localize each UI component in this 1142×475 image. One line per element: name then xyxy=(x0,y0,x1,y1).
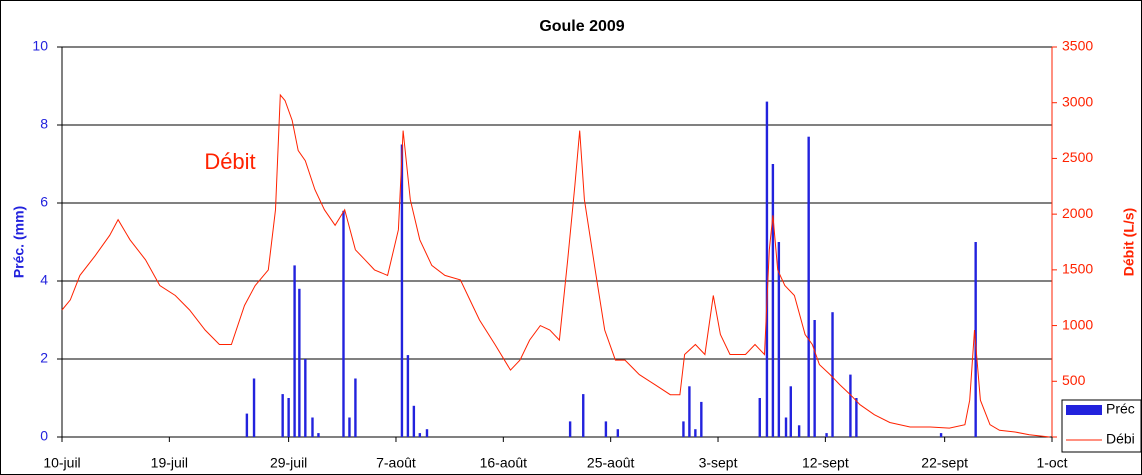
debit-line xyxy=(61,93,1050,438)
bar xyxy=(348,417,351,437)
bar xyxy=(765,101,769,437)
bar xyxy=(281,394,284,437)
x-tick-label: 10-juil xyxy=(43,455,80,471)
bar xyxy=(287,398,290,437)
x-tick-label: 16-août xyxy=(480,455,528,471)
bar xyxy=(293,265,296,437)
chart-title: Goule 2009 xyxy=(539,18,624,35)
bar xyxy=(813,320,816,437)
y-tick-label: 6 xyxy=(40,194,48,210)
x-tick-label: 19-juil xyxy=(151,455,188,471)
y-tick-label: 10 xyxy=(32,38,48,54)
y2-tick-label: 2500 xyxy=(1062,149,1093,165)
bar xyxy=(252,378,256,437)
x-tick-label: 12-sept xyxy=(802,455,849,471)
y-axis-label: Préc. (mm) xyxy=(11,206,27,278)
bar xyxy=(849,374,852,437)
legend-label: Débi xyxy=(1106,431,1135,447)
bar xyxy=(797,425,801,437)
legend-label: Préc xyxy=(1106,401,1135,417)
y2-tick-label: 1500 xyxy=(1062,261,1093,277)
bar xyxy=(354,378,357,437)
x-tick-label: 22-sept xyxy=(921,455,968,471)
bar xyxy=(688,386,691,437)
x-tick-label: 3-sept xyxy=(699,455,738,471)
y-tick-label: 4 xyxy=(40,272,48,288)
x-tick-label: 29-juil xyxy=(270,455,307,471)
bar xyxy=(317,433,320,437)
bar xyxy=(616,429,620,437)
bar xyxy=(771,164,775,437)
bar xyxy=(682,421,685,437)
x-tick-label: 25-août xyxy=(587,455,635,471)
y2-tick-label: 500 xyxy=(1062,372,1086,388)
bar xyxy=(406,355,410,437)
y-tick-label: 0 xyxy=(40,428,48,444)
bar xyxy=(298,288,301,437)
y-tick-label: 2 xyxy=(40,350,48,366)
bar xyxy=(694,429,697,437)
x-tick-label: 1-oct xyxy=(1036,455,1067,471)
bar xyxy=(604,421,608,437)
bar xyxy=(311,417,314,437)
bar xyxy=(412,405,416,437)
y-tick-label: 8 xyxy=(40,116,48,132)
bar xyxy=(807,136,810,437)
annotation: Débit xyxy=(204,149,255,174)
bar xyxy=(777,242,781,437)
bar xyxy=(304,359,307,437)
bar xyxy=(700,401,703,437)
bar xyxy=(758,398,761,437)
bar xyxy=(789,386,792,437)
bar xyxy=(939,433,943,437)
x-tick-label: 7-août xyxy=(376,455,416,471)
bar xyxy=(425,429,429,437)
bar xyxy=(418,433,422,437)
bar xyxy=(831,312,834,437)
bar xyxy=(825,433,828,437)
legend-swatch xyxy=(1066,405,1102,415)
bar xyxy=(245,413,249,437)
y2-tick-label: 2000 xyxy=(1062,205,1093,221)
y2-tick-label: 3000 xyxy=(1062,93,1093,109)
bar xyxy=(342,210,345,437)
y2-tick-label: 1000 xyxy=(1062,316,1093,332)
bar xyxy=(784,417,788,437)
y2-axis-label: Débit (L/s) xyxy=(1121,208,1137,276)
bar xyxy=(568,421,572,437)
bar xyxy=(400,144,404,437)
y2-tick-label: 3500 xyxy=(1062,38,1093,54)
bar xyxy=(582,394,585,437)
bar xyxy=(855,398,858,437)
